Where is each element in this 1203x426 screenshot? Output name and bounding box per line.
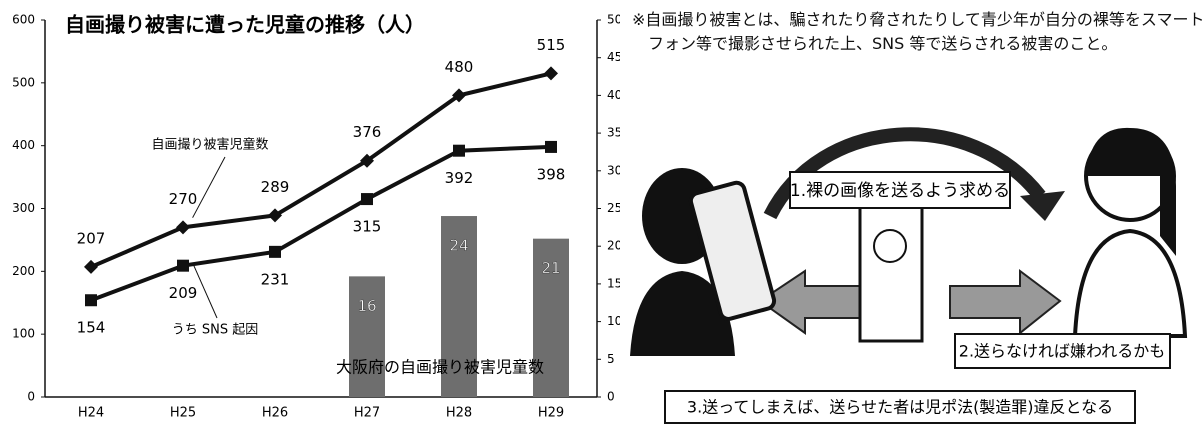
photo-face xyxy=(873,229,907,263)
data-label: 480 xyxy=(445,58,474,76)
arrow-right xyxy=(949,269,1062,336)
offender-body xyxy=(630,271,735,356)
arrow-head xyxy=(1020,191,1065,221)
y2-tick-label: 20 xyxy=(607,239,620,253)
y-tick-label: 300 xyxy=(12,201,35,215)
bar-value-label: 16 xyxy=(357,297,376,315)
victim-hair xyxy=(1086,127,1176,256)
x-tick-label: H29 xyxy=(538,406,564,421)
data-label: 207 xyxy=(77,229,106,247)
photo xyxy=(858,204,924,343)
marker xyxy=(545,140,557,153)
step-box xyxy=(789,171,1011,209)
marker xyxy=(360,153,374,168)
data-label: 209 xyxy=(169,284,198,302)
step-label: 1.裸の画像を送るよう求める xyxy=(790,181,1010,201)
data-label: 398 xyxy=(537,165,566,183)
step-box xyxy=(954,333,1171,369)
data-label: 515 xyxy=(537,36,566,54)
leader-line xyxy=(192,262,218,319)
marker xyxy=(544,66,558,81)
bar xyxy=(533,238,569,397)
marker xyxy=(176,220,190,235)
y-tick-label: 500 xyxy=(12,75,35,89)
y2-tick-label: 45 xyxy=(607,50,620,64)
x-tick-label: H24 xyxy=(78,406,104,421)
y-tick-label: 400 xyxy=(12,138,35,152)
y-tick-label: 0 xyxy=(27,390,35,404)
note: ※自画撮り被害とは、騙されたり脅されたりして青少年が自分の裸等をスマートフォン等… xyxy=(632,10,1203,53)
data-label: 376 xyxy=(353,123,382,141)
y-tick-label: 600 xyxy=(12,13,35,27)
series-label: 大阪府の自画撮り被害児童数 xyxy=(336,358,544,377)
y2-tick-label: 25 xyxy=(607,201,620,215)
y-tick-label: 200 xyxy=(12,264,35,278)
marker xyxy=(84,259,98,274)
marker xyxy=(85,294,97,307)
phone xyxy=(688,180,777,321)
marker xyxy=(361,193,373,206)
bar xyxy=(441,216,477,397)
y2-tick-label: 0 xyxy=(607,390,615,404)
leader-line xyxy=(192,156,226,218)
marker xyxy=(268,208,282,223)
data-label: 231 xyxy=(261,270,290,288)
chart-title: 自画撮り被害に遭った児童の推移（人） xyxy=(65,13,425,37)
marker xyxy=(452,88,466,103)
x-tick-label: H26 xyxy=(262,406,288,421)
x-tick-label: H25 xyxy=(170,406,196,421)
line xyxy=(90,71,552,269)
y2-tick-label: 40 xyxy=(607,88,620,102)
line xyxy=(90,144,552,303)
bar xyxy=(349,276,385,397)
victim-body xyxy=(1072,228,1188,338)
series-label: うち SNS 起因 xyxy=(172,323,259,338)
data-label: 392 xyxy=(445,169,474,187)
marker xyxy=(269,245,281,258)
marker xyxy=(453,144,465,157)
marker xyxy=(177,259,189,272)
chart: 自画撮り被害に遭った児童の推移（人） 0 100 200 300 400 500 600 0 5… xyxy=(12,13,620,421)
y2-tick-label: 15 xyxy=(607,276,620,290)
y2-tick-label: 5 xyxy=(607,352,615,366)
y2-tick-label: 50 xyxy=(607,13,620,27)
y2-tick-label: 30 xyxy=(607,163,620,177)
y2-tick-label: 35 xyxy=(607,126,620,140)
data-label: 154 xyxy=(77,319,106,337)
step-label: 3.送ってしまえば、送らせた者は児ポ法(製造罪)違反となる xyxy=(687,398,1113,417)
y-tick-label: 100 xyxy=(12,327,35,341)
step-box xyxy=(664,390,1136,424)
data-label: 289 xyxy=(261,178,290,196)
y2-tick-label: 10 xyxy=(607,314,620,328)
bar-value-label: 24 xyxy=(449,237,468,255)
data-label: 270 xyxy=(169,190,198,208)
x-tick-label: H27 xyxy=(354,406,380,421)
data-label: 315 xyxy=(353,218,382,236)
step-label: 2.送らなければ嫌われるかも xyxy=(959,342,1165,361)
x-tick-label: H28 xyxy=(446,406,472,421)
series-label: 自画撮り被害児童数 xyxy=(151,137,268,153)
bar-value-label: 21 xyxy=(541,259,560,277)
illustration: 1.裸の画像を送るよう求める 2.送らなければ嫌われるかも 3.送ってしまえば、… xyxy=(630,127,1188,424)
